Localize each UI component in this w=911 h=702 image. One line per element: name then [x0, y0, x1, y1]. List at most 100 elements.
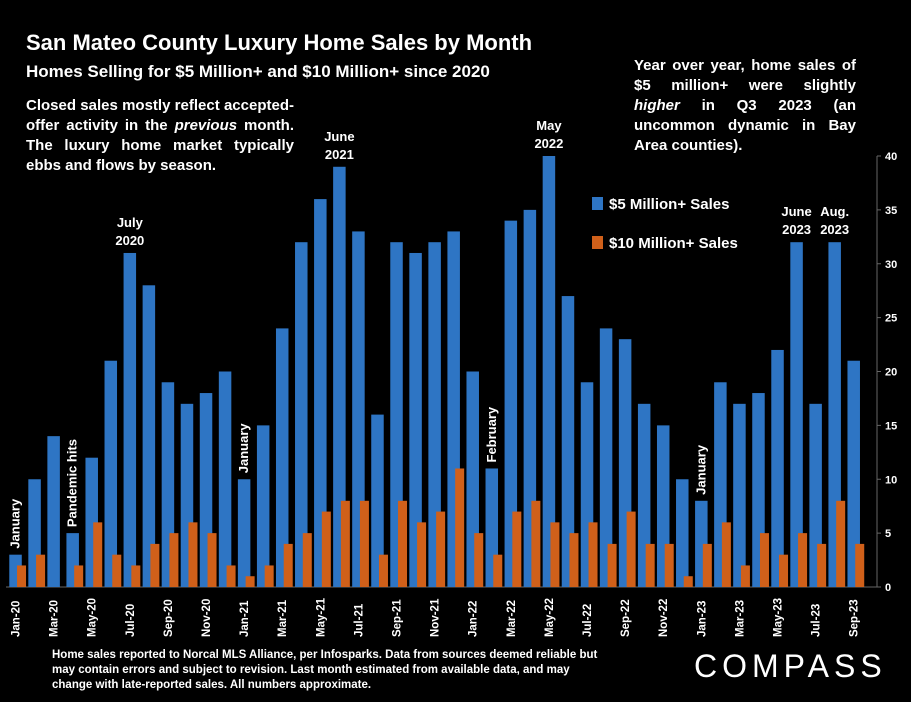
x-tick-label: Jan-22 — [468, 601, 480, 637]
bar-10m-Feb-23 — [721, 522, 731, 587]
bar-5m-Aug-20 — [142, 285, 156, 587]
x-tick-label: Jan-21 — [239, 600, 251, 637]
x-tick-label: Sep-22 — [620, 599, 632, 637]
bar-10m-Apr-20 — [74, 565, 84, 587]
bar-10m-Mar-22 — [512, 511, 522, 587]
bar-5m-May-22 — [542, 156, 556, 587]
bar-10m-Nov-20 — [207, 533, 217, 587]
bar-5m-Nov-21 — [428, 242, 441, 587]
bar-10m-Apr-23 — [759, 533, 769, 587]
bar-10m-Jan-21 — [245, 576, 255, 587]
bar-5m-Mar-22 — [504, 220, 518, 587]
annotation-label: January — [8, 498, 23, 549]
bar-10m-May-20 — [93, 522, 103, 587]
bar-10m-Feb-21 — [264, 565, 274, 587]
x-tick-label: Sep-20 — [163, 599, 175, 637]
bar-5m-Oct-22 — [637, 403, 651, 587]
y-tick-label: 25 — [885, 313, 897, 325]
x-tick-label: Jul-20 — [125, 604, 137, 637]
bar-10m-Jul-20 — [131, 565, 141, 587]
bar-5m-Dec-22 — [676, 479, 689, 587]
annotation-label: Pandemic hits — [65, 439, 80, 527]
y-tick-label: 35 — [885, 205, 897, 217]
bar-5m-Sep-23 — [847, 360, 860, 587]
legend-label: $10 Million+ Sales — [609, 235, 738, 252]
bar-10m-Jul-22 — [588, 522, 598, 587]
bar-5m-Jan-21 — [237, 479, 251, 587]
annotation-label: May — [536, 118, 562, 133]
note-text: in Q3 2023 (an uncommon dynamic in Bay A… — [634, 97, 856, 154]
y-tick-label: 30 — [885, 259, 897, 271]
legend-swatch — [592, 236, 603, 249]
compass-logo: COMPASS — [694, 648, 887, 684]
bar-10m-Nov-21 — [436, 511, 446, 587]
bar-5m-Dec-20 — [218, 371, 232, 587]
bar-10m-Oct-21 — [417, 522, 427, 587]
bar-5m-May-21 — [314, 199, 327, 587]
annotation-label: January — [236, 423, 251, 474]
x-tick-label: Jul-23 — [811, 604, 823, 637]
x-tick-label: Mar-22 — [506, 600, 518, 637]
bar-5m-Jun-22 — [561, 296, 575, 587]
bar-5m-May-23 — [771, 349, 784, 587]
chart-subtitle: Homes Selling for $5 Million+ and $10 Mi… — [26, 62, 490, 81]
bar-5m-Jul-21 — [352, 231, 365, 588]
bar-10m-Apr-21 — [302, 533, 312, 587]
bar-10m-Jun-21 — [340, 500, 350, 587]
bar-10m-Jun-23 — [798, 533, 808, 587]
x-tick-label: Jan-20 — [11, 601, 23, 637]
x-tick-label: Mar-21 — [277, 599, 289, 637]
x-tick-label: May-21 — [315, 597, 327, 637]
bar-5m-Jun-21 — [333, 166, 346, 587]
annotation-label: June — [781, 204, 811, 219]
annotation-label: June — [324, 129, 354, 144]
legend-label: $5 Million+ Sales — [609, 196, 729, 213]
y-tick-label: 10 — [885, 474, 897, 486]
bar-10m-May-22 — [550, 522, 560, 587]
bar-5m-Mar-23 — [733, 403, 746, 587]
x-tick-label: Jan-23 — [696, 601, 708, 637]
x-tick-label: Nov-22 — [658, 599, 670, 637]
bar-10m-Apr-22 — [531, 500, 541, 587]
bar-10m-Feb-22 — [493, 554, 503, 587]
bar-5m-Apr-21 — [295, 242, 308, 587]
x-tick-label: May-23 — [773, 598, 785, 637]
note-text: Year over year, home sales of $5 million… — [634, 57, 856, 94]
annotation-label: 2020 — [115, 233, 144, 248]
source-footnote: Home sales reported to Norcal MLS Allian… — [52, 649, 598, 691]
x-tick-label: Mar-23 — [734, 600, 746, 637]
x-tick-label: Jul-21 — [353, 603, 365, 637]
x-tick-label: Nov-21 — [430, 598, 442, 637]
bar-10m-Jul-21 — [359, 500, 369, 587]
x-tick-label: Jul-22 — [582, 604, 594, 637]
bar-10m-Dec-20 — [226, 565, 236, 587]
y-tick-label: 5 — [885, 528, 891, 540]
bar-10m-Sep-21 — [398, 500, 408, 587]
bar-5m-Aug-21 — [371, 414, 384, 587]
yoy-note: Year over year, home sales of $5 million… — [634, 56, 856, 156]
bar-10m-Jan-20 — [17, 565, 27, 587]
bar-10m-Sep-20 — [169, 533, 179, 587]
x-tick-label: May-22 — [544, 598, 556, 637]
annotation-label: January — [693, 444, 708, 495]
bar-10m-May-23 — [779, 554, 789, 587]
annotation-label: 2023 — [782, 222, 811, 237]
bar-10m-Feb-20 — [36, 554, 46, 587]
x-tick-label: Mar-20 — [49, 600, 61, 637]
bar-10m-Jul-23 — [817, 543, 827, 587]
bar-10m-Mar-23 — [740, 565, 750, 587]
bar-5m-Apr-22 — [523, 209, 537, 587]
y-tick-label: 20 — [885, 367, 897, 379]
bar-5m-Feb-21 — [256, 425, 270, 587]
note-emphasis: higher — [634, 97, 680, 114]
bar-5m-Mar-20 — [47, 436, 60, 587]
x-tick-label: Sep-23 — [849, 599, 861, 637]
annotation-label: 2023 — [820, 222, 849, 237]
bar-10m-Jan-22 — [474, 533, 484, 587]
y-tick-label: 15 — [885, 420, 897, 432]
x-tick-label: Sep-21 — [392, 599, 404, 637]
bar-10m-Jun-20 — [112, 554, 122, 587]
bar-5m-Mar-21 — [275, 328, 289, 587]
bar-10m-Sep-23 — [855, 543, 865, 587]
